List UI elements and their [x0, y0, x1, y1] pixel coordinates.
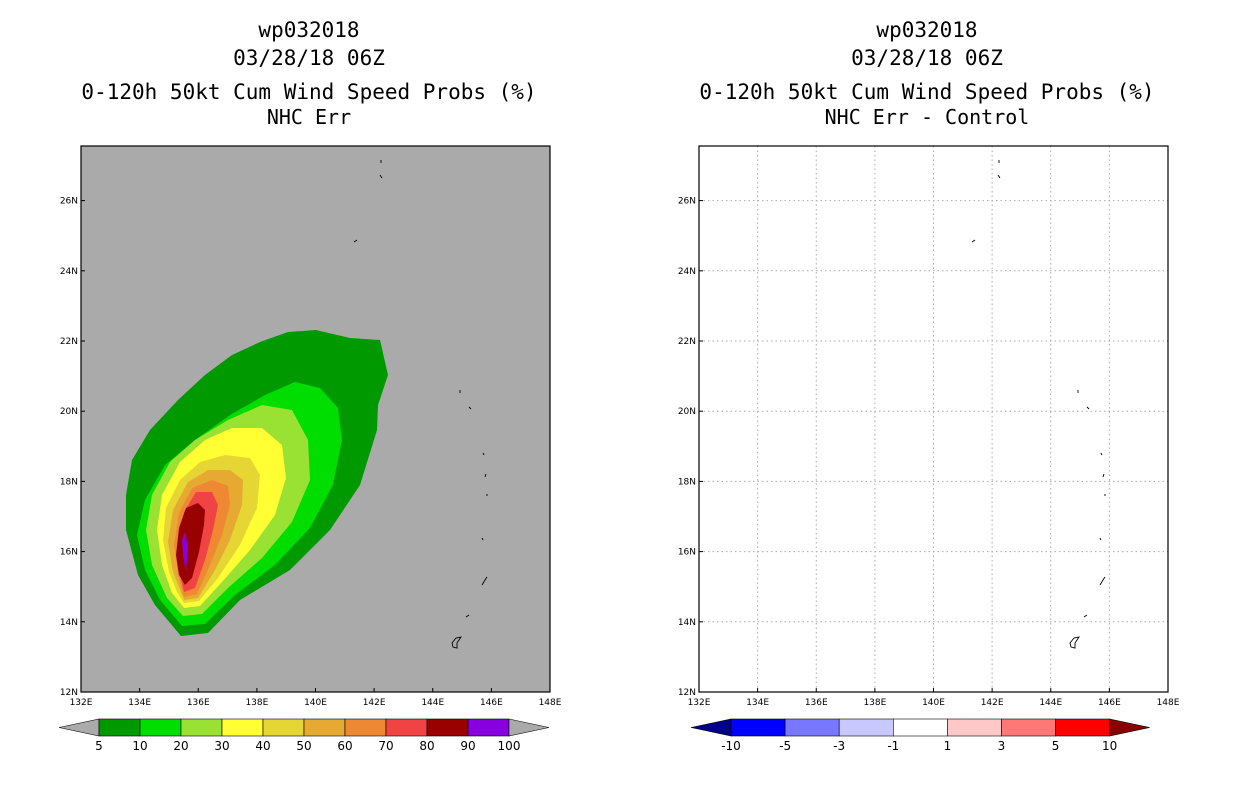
- colorbar-swatch: [730, 718, 786, 737]
- colorbar-label: 3: [998, 739, 1006, 753]
- right-datetime: 03/28/18 06Z: [851, 46, 1003, 70]
- right-coastlines: [971, 160, 1106, 649]
- lat-tick-label: 18N: [60, 477, 78, 487]
- lon-tick-label: 138E: [863, 698, 886, 708]
- right-colorbar: -10 -5 -3 -1 1 3 5 10: [690, 718, 1150, 753]
- colorbar-label: -3: [833, 739, 845, 753]
- lon-tick-label: 132E: [70, 698, 93, 708]
- left-product-title: 0-120h 50kt Cum Wind Speed Probs (%): [81, 80, 537, 104]
- lon-tick-label: 146E: [1098, 698, 1121, 708]
- lon-tick-label: 144E: [1039, 698, 1062, 708]
- lat-tick-label: 20N: [678, 407, 696, 417]
- right-gridlines: [699, 146, 1168, 692]
- left-axis-ticks: 132E 134E 136E 138E 140E 142E 144E 146E 148E 12N 1…: [60, 197, 562, 708]
- left-map-panel: 132E 134E 136E 138E 140E 142E 144E 146E 148E 12N 1…: [58, 145, 562, 753]
- colorbar-label: 1: [944, 739, 952, 753]
- colorbar-label: 5: [1052, 739, 1060, 753]
- left-datetime: 03/28/18 06Z: [233, 46, 385, 70]
- lat-tick-label: 14N: [678, 618, 696, 628]
- colorbar-end-triangle-left: [58, 718, 100, 737]
- colorbar-swatch: [139, 718, 182, 737]
- colorbar-swatch: [385, 718, 428, 737]
- lat-tick-label: 12N: [678, 688, 696, 698]
- contour-80: [176, 503, 205, 585]
- lat-tick-label: 18N: [678, 477, 696, 487]
- lat-tick-label: 26N: [678, 197, 696, 207]
- left-subtitle: NHC Err: [266, 105, 352, 129]
- lat-tick-label: 16N: [678, 548, 696, 558]
- colorbar-end-triangle-right: [1109, 718, 1150, 737]
- colorbar-label: 20: [173, 739, 188, 753]
- colorbar-label: 50: [296, 739, 311, 753]
- colorbar-swatch: [838, 718, 894, 737]
- lon-tick-label: 138E: [245, 698, 268, 708]
- lon-tick-label: 142E: [981, 698, 1004, 708]
- colorbar-label: 10: [1102, 739, 1117, 753]
- colorbar-swatch: [344, 718, 387, 737]
- lat-tick-label: 22N: [678, 337, 696, 347]
- colorbar-swatch: [221, 718, 264, 737]
- lon-tick-label: 146E: [480, 698, 503, 708]
- colorbar-swatch: [1055, 718, 1110, 737]
- lon-tick-label: 136E: [187, 698, 210, 708]
- lon-tick-label: 136E: [805, 698, 828, 708]
- colorbar-end-triangle-right: [508, 718, 550, 737]
- lon-tick-label: 132E: [688, 698, 711, 708]
- colorbar-label: 100: [498, 739, 521, 753]
- right-storm-id: wp032018: [876, 18, 978, 42]
- colorbar-label: -1: [887, 739, 899, 753]
- lat-tick-label: 20N: [60, 407, 78, 417]
- colorbar-swatch: [1001, 718, 1056, 737]
- lon-tick-label: 140E: [922, 698, 945, 708]
- right-product-title: 0-120h 50kt Cum Wind Speed Probs (%): [699, 80, 1155, 104]
- left-colorbar: 5 10 20 30 40 50 60 70 80 90 100: [58, 718, 550, 753]
- lon-tick-label: 142E: [363, 698, 386, 708]
- colorbar-swatch: [180, 718, 223, 737]
- lat-tick-label: 24N: [60, 267, 78, 277]
- lat-tick-label: 26N: [60, 197, 78, 207]
- lon-tick-label: 134E: [746, 698, 769, 708]
- contour-90: [182, 532, 188, 572]
- colorbar-label: -5: [779, 739, 791, 753]
- colorbar-swatch: [892, 718, 948, 737]
- colorbar-label: 80: [419, 739, 434, 753]
- left-coastlines: [353, 160, 488, 649]
- colorbar-swatch: [784, 718, 840, 737]
- colorbar-swatch: [947, 718, 1002, 737]
- right-subtitle: NHC Err - Control: [824, 105, 1030, 129]
- colorbar-label: 40: [255, 739, 270, 753]
- lat-tick-label: 12N: [60, 688, 78, 698]
- colorbar-end-triangle-left: [690, 718, 732, 737]
- colorbar-swatch: [262, 718, 305, 737]
- colorbar-label: 5: [95, 739, 103, 753]
- probability-contours: [126, 330, 388, 636]
- right-axis-ticks: 132E 134E 136E 138E 140E 142E 144E 146E 148E 12N 1…: [678, 197, 1180, 708]
- right-panel-title: wp032018 03/28/18 06Z 0-120h 50kt Cum Wi…: [618, 16, 1236, 131]
- lon-tick-label: 148E: [539, 698, 562, 708]
- lat-tick-label: 24N: [678, 267, 696, 277]
- left-panel-title: wp032018 03/28/18 06Z 0-120h 50kt Cum Wi…: [0, 16, 618, 131]
- lat-tick-label: 16N: [60, 548, 78, 558]
- lat-tick-label: 22N: [60, 337, 78, 347]
- right-map-panel: 132E 134E 136E 138E 140E 142E 144E 146E 148E 12N 1…: [678, 145, 1180, 753]
- colorbar-swatch: [98, 718, 141, 737]
- lon-tick-label: 134E: [128, 698, 151, 708]
- lon-tick-label: 148E: [1157, 698, 1180, 708]
- colorbar-label: -10: [721, 739, 741, 753]
- colorbar-label: 30: [214, 739, 229, 753]
- colorbar-label: 90: [460, 739, 475, 753]
- lon-tick-label: 144E: [421, 698, 444, 708]
- colorbar-label: 60: [337, 739, 352, 753]
- colorbar-label: 10: [132, 739, 147, 753]
- lon-tick-label: 140E: [304, 698, 327, 708]
- colorbar-swatch: [426, 718, 469, 737]
- left-storm-id: wp032018: [258, 18, 360, 42]
- colorbar-swatch: [467, 718, 510, 737]
- colorbar-label: 70: [378, 739, 393, 753]
- lat-tick-label: 14N: [60, 618, 78, 628]
- colorbar-swatch: [303, 718, 346, 737]
